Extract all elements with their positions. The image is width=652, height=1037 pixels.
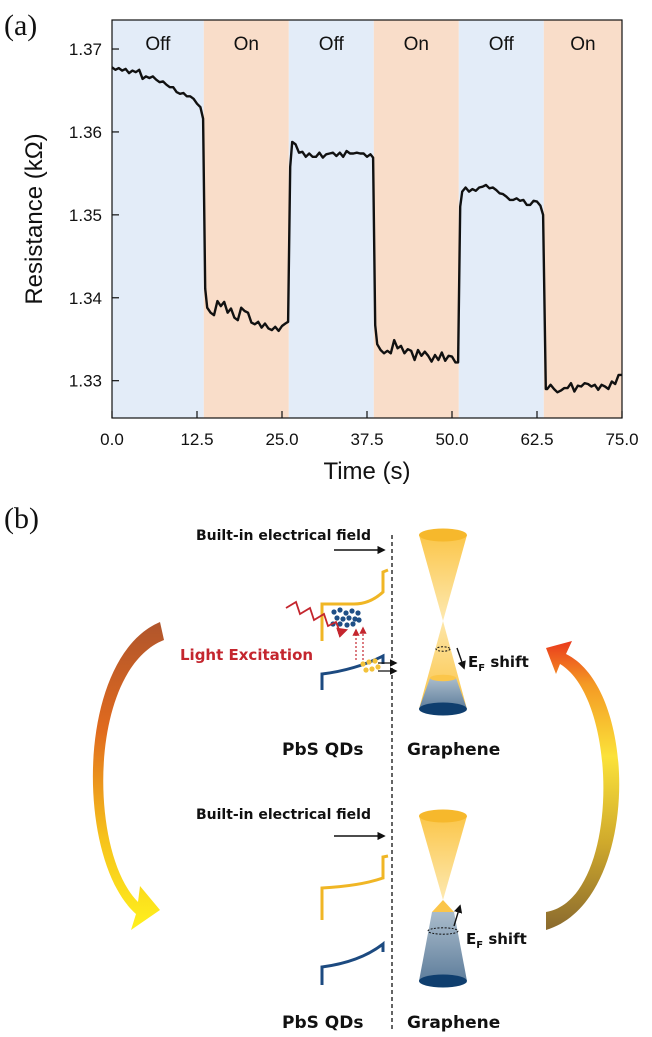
region-label-2: Off (319, 34, 345, 55)
x-tick-label: 62.5 (520, 430, 553, 449)
cycle-arrow-left (92, 622, 164, 930)
region-backgrounds (112, 20, 622, 418)
top-ef-subscript: F (478, 663, 485, 674)
bottom-valence-band (320, 940, 385, 985)
resistance-series-line (111, 66, 622, 394)
bottom-ef-shift-arrow (453, 904, 463, 927)
x-axis-label: Time (s) (323, 458, 410, 485)
y-tick-label: 1.35 (69, 206, 102, 225)
region-label-5: On (570, 34, 595, 55)
light-excitation-label: Light Excitation (180, 646, 313, 664)
region-off-2 (288, 20, 374, 418)
bottom-band-diagram: Built-in electrical field PbS QDs (196, 807, 389, 1033)
y-axis-label: Resistance (kΩ) (21, 133, 48, 304)
region-on-1 (203, 20, 289, 418)
bottom-qd-label: PbS QDs (282, 1013, 363, 1033)
bottom-conduction-band (320, 854, 389, 920)
bottom-ef-shift-label: shift (483, 930, 527, 948)
top-graphene-cone: EF shift Graphene (407, 528, 529, 760)
cycle-arrow-right (546, 641, 620, 930)
x-tick-label: 0.0 (100, 430, 124, 449)
bottom-field-label: Built-in electrical field (196, 807, 371, 823)
x-tick-label: 12.5 (180, 430, 213, 449)
panel-b-label: (b) (4, 502, 39, 535)
y-tick-label: 1.36 (69, 123, 102, 142)
light-wave (285, 600, 349, 638)
top-field-label: Built-in electrical field (196, 528, 371, 544)
x-tick-label: 75.0 (605, 430, 638, 449)
region-off-0 (112, 20, 204, 418)
region-label-0: Off (145, 34, 171, 55)
bottom-ef-subscript: F (476, 940, 483, 951)
x-tick-label: 25.0 (265, 430, 298, 449)
svg-text:EF shift: EF shift (466, 930, 527, 951)
y-axis-ticks: 1.33 1.34 1.35 1.36 1.37 (69, 40, 119, 391)
x-axis-ticks: 0.0 12.5 25.0 37.5 50.0 62.5 75.0 (100, 411, 639, 449)
electron-cluster (330, 607, 362, 628)
top-ef-symbol: E (468, 653, 478, 671)
y-tick-label: 1.37 (69, 40, 102, 59)
region-on-5 (543, 20, 622, 418)
region-labels: Off On Off On Off On (145, 34, 595, 55)
bottom-graphene-cone: EF shift Graphene (407, 809, 527, 1033)
top-conduction-band (320, 568, 389, 641)
svg-text:EF shift: EF shift (468, 653, 529, 674)
y-tick-label: 1.34 (69, 289, 102, 308)
bottom-ef-symbol: E (466, 930, 476, 948)
region-label-4: Off (489, 34, 515, 55)
hole-cluster (360, 658, 381, 673)
x-tick-label: 50.0 (435, 430, 468, 449)
panel-a-label: (a) (4, 9, 37, 42)
top-graphene-label: Graphene (407, 740, 500, 760)
top-ef-shift-label: shift (485, 653, 529, 671)
region-label-3: On (404, 34, 429, 55)
region-label-1: On (234, 34, 259, 55)
top-band-diagram: Built-in electrical field Light Excitati… (180, 528, 398, 760)
resistance-chart: Off On Off On Off On 1.33 1.34 1.35 1.36 1.37 0.0… (21, 19, 639, 485)
top-qd-label: PbS QDs (282, 740, 363, 760)
bottom-graphene-label: Graphene (407, 1013, 500, 1033)
region-off-4 (458, 20, 544, 418)
top-valence-band (320, 653, 385, 690)
top-ef-shift-arrow (456, 647, 466, 670)
x-tick-label: 37.5 (350, 430, 383, 449)
y-tick-label: 1.33 (69, 372, 102, 391)
